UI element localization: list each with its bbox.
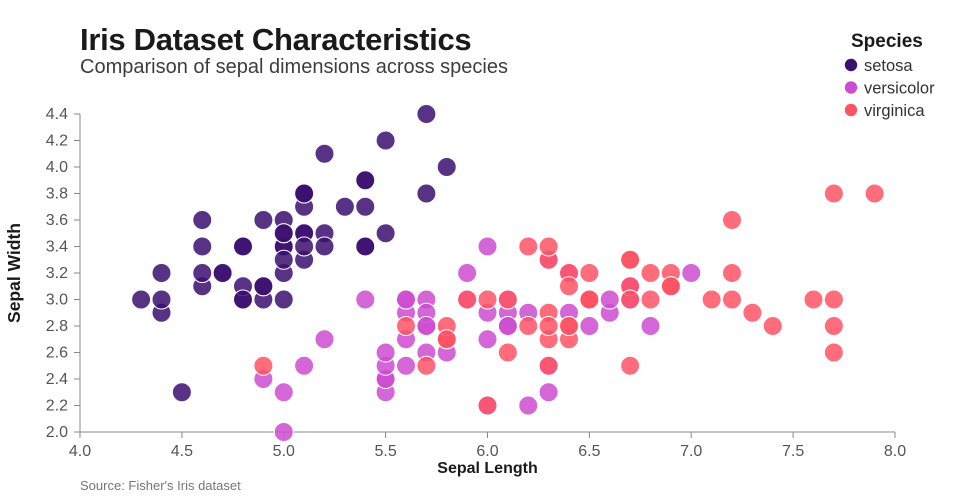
svg-text:7.5: 7.5 [782, 443, 804, 460]
svg-text:5.0: 5.0 [273, 443, 295, 460]
svg-text:4.5: 4.5 [171, 443, 193, 460]
svg-text:4.4: 4.4 [46, 106, 68, 123]
svg-text:Sepal Width: Sepal Width [4, 223, 24, 323]
svg-text:Species: Species [851, 31, 923, 52]
svg-text:4.0: 4.0 [46, 159, 68, 176]
svg-text:setosa: setosa [864, 57, 913, 75]
svg-text:3.4: 3.4 [46, 239, 68, 256]
svg-text:6.0: 6.0 [476, 443, 498, 460]
svg-text:2.6: 2.6 [46, 345, 68, 362]
svg-text:4.2: 4.2 [46, 133, 68, 150]
svg-text:Sepal Length: Sepal Length [437, 460, 537, 477]
svg-text:virginica: virginica [864, 102, 925, 120]
svg-text:2.0: 2.0 [46, 424, 68, 441]
svg-text:3.6: 3.6 [46, 212, 68, 229]
svg-text:5.5: 5.5 [374, 443, 396, 460]
svg-text:2.4: 2.4 [46, 371, 68, 388]
svg-text:3.0: 3.0 [46, 292, 68, 309]
svg-text:8.0: 8.0 [884, 443, 906, 460]
svg-text:3.2: 3.2 [46, 265, 68, 282]
svg-text:4.0: 4.0 [69, 443, 91, 460]
svg-text:2.2: 2.2 [46, 398, 68, 415]
svg-text:3.8: 3.8 [46, 186, 68, 203]
svg-text:versicolor: versicolor [864, 80, 935, 98]
svg-text:2.8: 2.8 [46, 318, 68, 335]
svg-text:6.5: 6.5 [578, 443, 600, 460]
svg-text:7.0: 7.0 [680, 443, 702, 460]
